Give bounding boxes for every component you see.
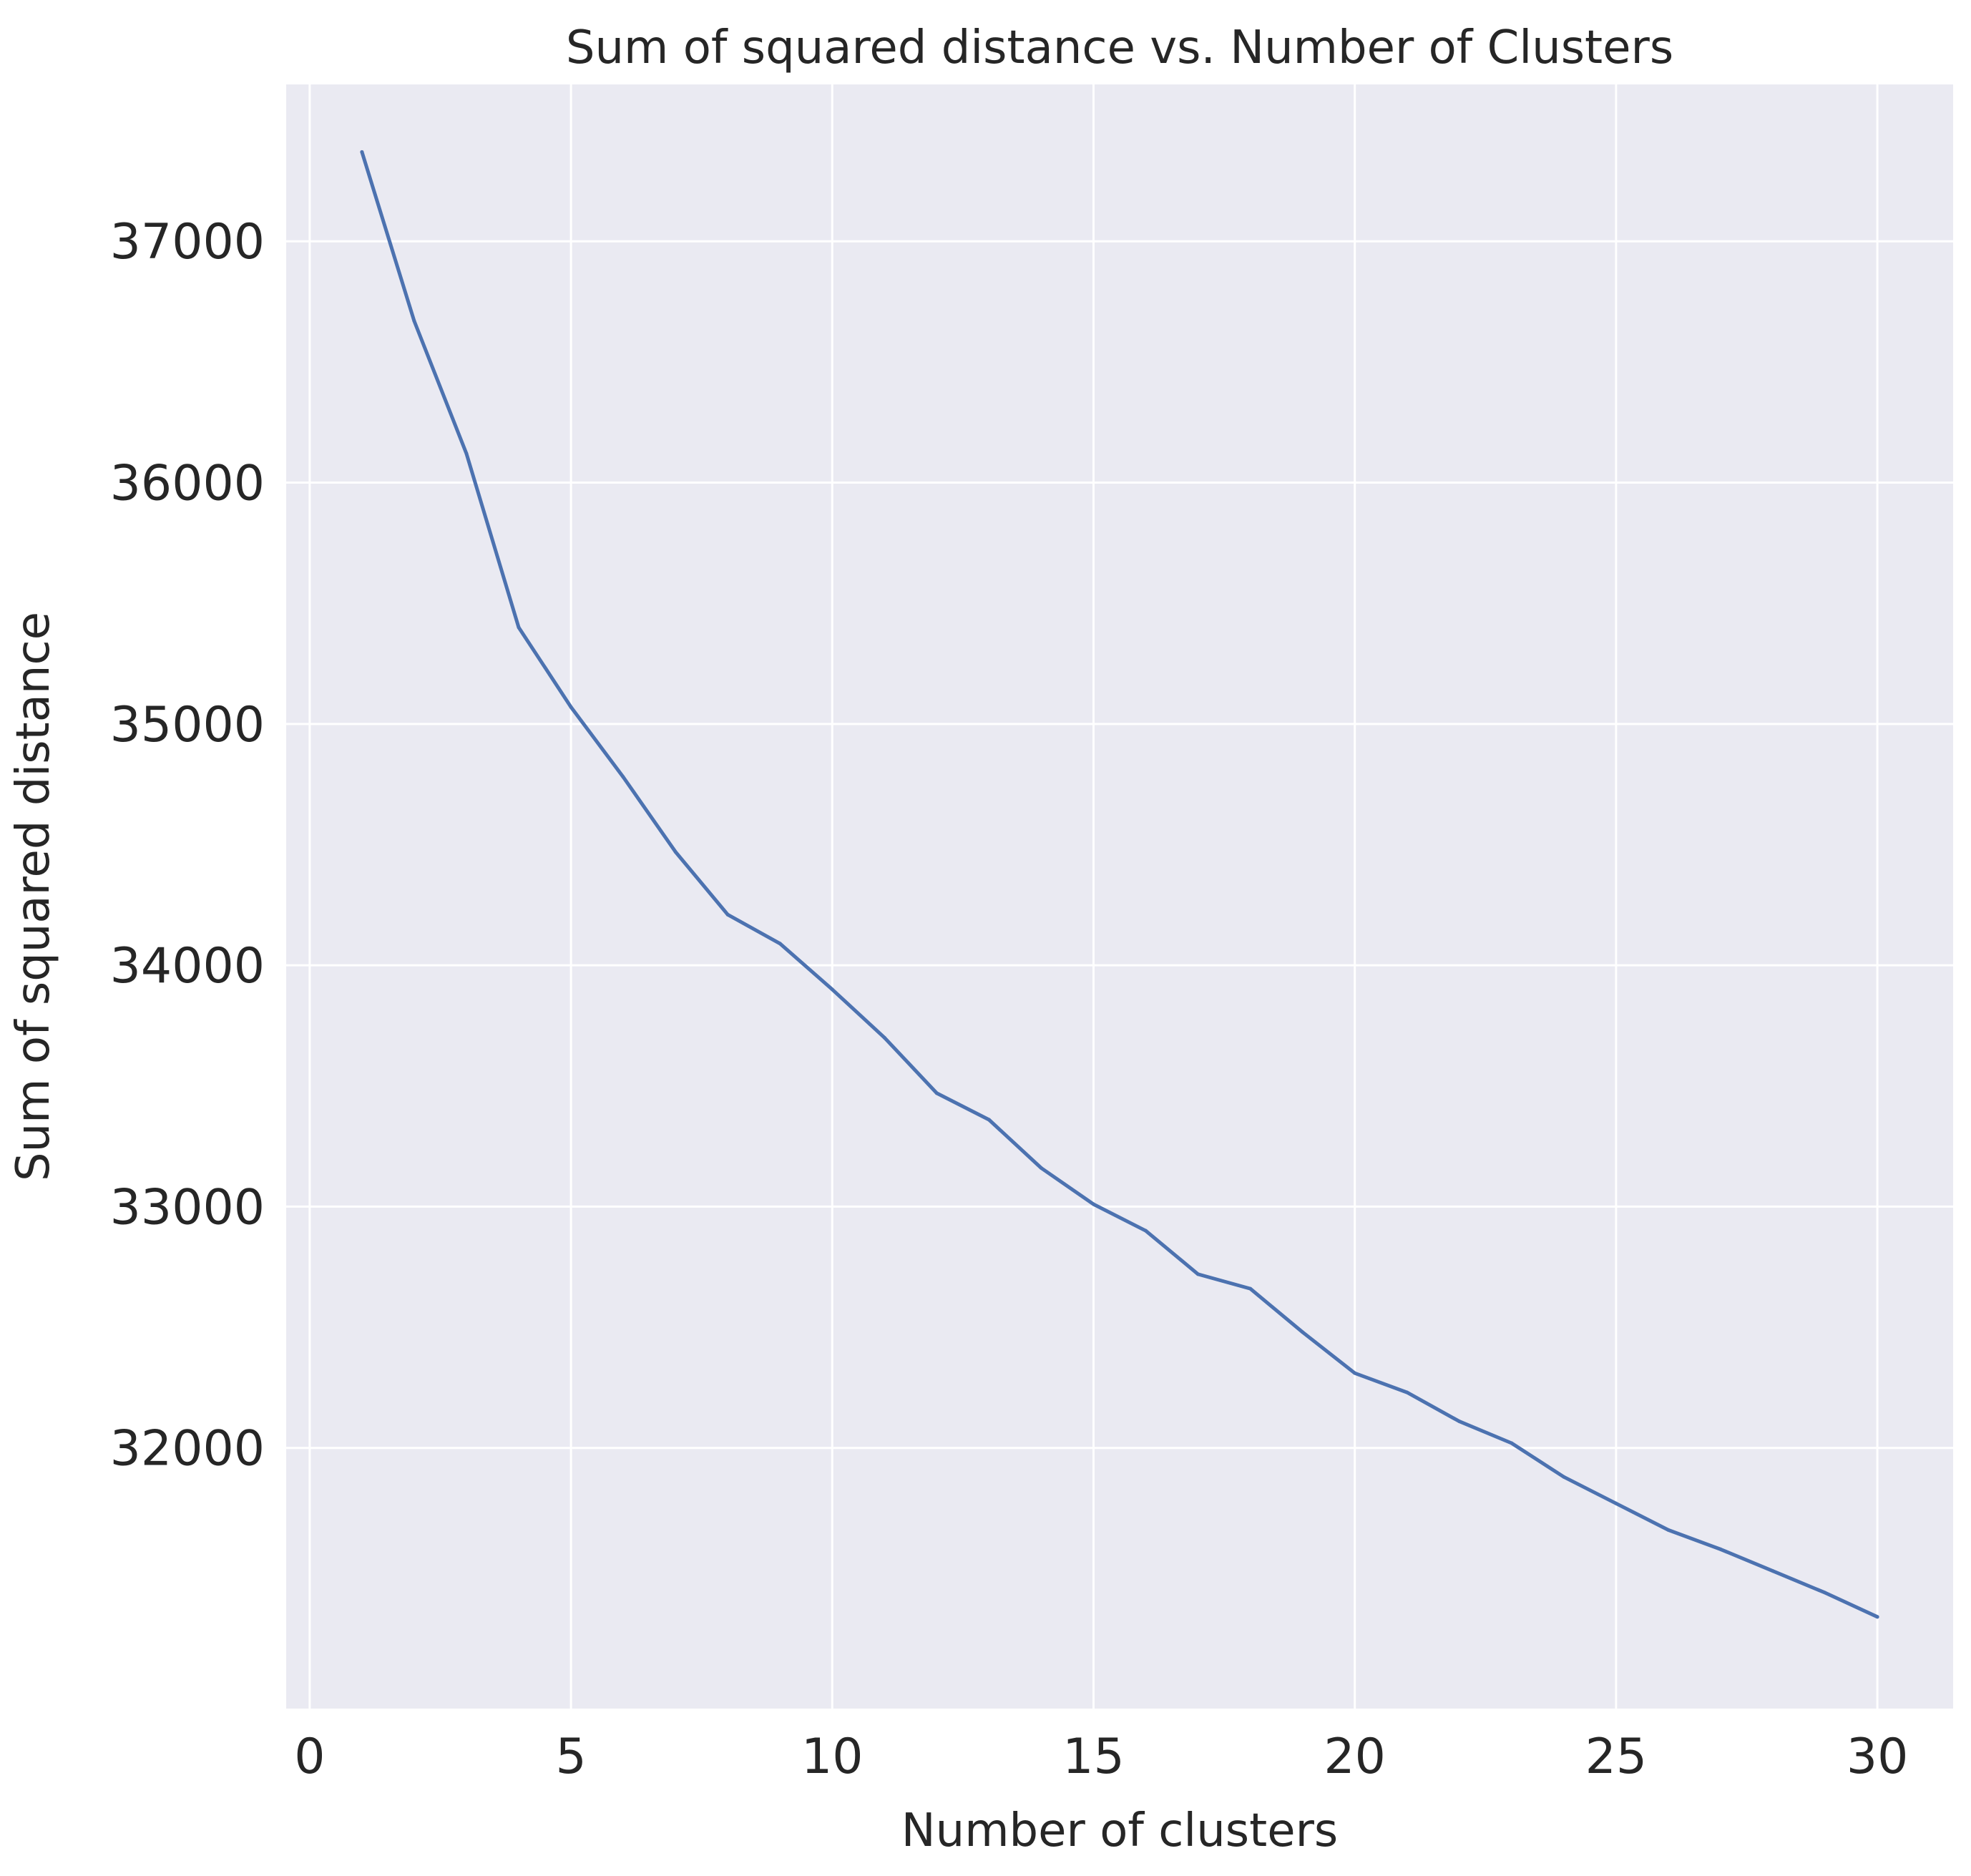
data-point xyxy=(517,625,521,630)
y-tick-label: 34000 xyxy=(110,938,265,995)
data-point xyxy=(1301,1330,1305,1334)
data-point xyxy=(882,1035,886,1040)
x-tick-label: 10 xyxy=(801,1729,864,1785)
data-point xyxy=(830,987,834,992)
y-tick-label: 36000 xyxy=(110,456,265,512)
data-point xyxy=(725,912,730,917)
x-axis-label: Number of clusters xyxy=(901,1804,1338,1857)
data-point xyxy=(1771,1569,1775,1573)
data-point xyxy=(673,850,678,854)
data-point xyxy=(569,705,573,709)
data-point xyxy=(1562,1475,1566,1479)
y-tick-label: 37000 xyxy=(110,214,265,270)
data-point xyxy=(621,775,625,779)
data-point xyxy=(1666,1528,1671,1532)
data-point xyxy=(1144,1228,1148,1233)
data-point xyxy=(1248,1286,1253,1291)
y-tick-label: 32000 xyxy=(110,1421,265,1477)
data-point xyxy=(1405,1390,1409,1394)
y-tick-label: 33000 xyxy=(110,1179,265,1236)
x-tick-label: 15 xyxy=(1062,1729,1125,1785)
data-point xyxy=(464,451,469,456)
chart-title: Sum of squared distance vs. Number of Cl… xyxy=(566,21,1673,74)
data-point xyxy=(1718,1547,1723,1551)
data-point xyxy=(1039,1166,1043,1170)
data-point xyxy=(360,150,364,154)
grid xyxy=(286,84,1953,1709)
data-point xyxy=(1196,1272,1200,1276)
data-point xyxy=(1353,1371,1357,1375)
data-point xyxy=(412,319,416,323)
y-ticks: 32000 33000 34000 35000 36000 37000 xyxy=(110,214,265,1477)
x-tick-label: 0 xyxy=(294,1729,325,1785)
data-point xyxy=(934,1091,939,1095)
x-tick-label: 30 xyxy=(1847,1729,1909,1785)
data-point xyxy=(1510,1441,1514,1445)
series-line xyxy=(360,150,1879,1619)
data-point xyxy=(1091,1202,1095,1206)
y-axis-label: Sum of squared distance xyxy=(7,612,60,1181)
x-tick-label: 5 xyxy=(555,1729,586,1785)
data-point xyxy=(778,942,782,946)
series-layer xyxy=(360,150,1879,1619)
data-point xyxy=(987,1118,991,1122)
data-point xyxy=(1823,1591,1827,1595)
plot-background xyxy=(286,84,1953,1709)
data-point xyxy=(1875,1615,1879,1619)
data-point xyxy=(1614,1501,1618,1505)
x-tick-label: 25 xyxy=(1585,1729,1648,1785)
x-ticks: 0 5 10 15 20 25 30 xyxy=(294,1729,1908,1785)
y-tick-label: 35000 xyxy=(110,697,265,753)
data-point xyxy=(1457,1420,1462,1424)
x-tick-label: 20 xyxy=(1324,1729,1386,1785)
